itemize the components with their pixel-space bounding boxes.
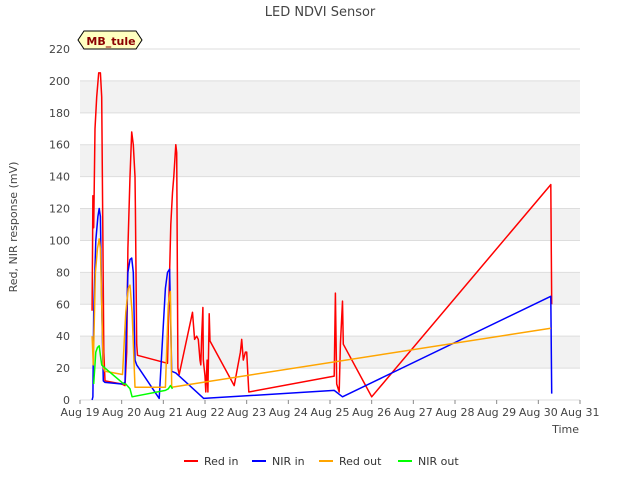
legend: Red in NIR in Red out NIR out (184, 455, 459, 468)
y-tick-label: 200 (49, 75, 70, 88)
legend-label-nir-out: NIR out (418, 455, 459, 468)
y-tick-label: 80 (56, 266, 70, 279)
grid (80, 48, 580, 401)
series-line-red-out (91, 238, 551, 388)
chart-title: LED NDVI Sensor (265, 5, 376, 20)
y-axis-label: Red, NIR response (mV) (7, 162, 20, 293)
plot-background (80, 49, 580, 400)
background-band (80, 80, 580, 113)
y-tick-label: 120 (49, 203, 70, 216)
x-tick-label: Aug 24 (269, 406, 308, 419)
background-band (80, 208, 580, 241)
y-tick-label: 180 (49, 107, 70, 120)
legend-label-red-out: Red out (339, 455, 382, 468)
y-tick-label: 0 (63, 394, 70, 407)
y-tick-label: 20 (56, 362, 70, 375)
x-tick-label: Aug 20 (102, 406, 141, 419)
x-tick-label: Aug 19 (61, 406, 100, 419)
x-tick-label: Aug 29 (477, 406, 516, 419)
background-band (80, 144, 580, 177)
x-tick-label: Aug 28 (436, 406, 475, 419)
x-tick-label: Aug 31 (561, 406, 600, 419)
y-tick-label: 60 (56, 298, 70, 311)
x-tick-label: Aug 21 (144, 406, 183, 419)
y-tick-label: 160 (49, 139, 70, 152)
series-line-nir-out (92, 345, 174, 398)
series-line-red-in (91, 72, 553, 398)
x-tick-label: Aug 30 (519, 406, 558, 419)
y-tick-label: 220 (49, 43, 70, 56)
legend-label-nir-in: NIR in (272, 455, 305, 468)
x-axis-label: Time (551, 423, 579, 436)
x-tick-label: Aug 25 (311, 406, 350, 419)
series-lines (91, 72, 553, 401)
y-tick-label: 140 (49, 171, 70, 184)
annotation-text: MB_tule (86, 35, 135, 48)
background-band (80, 272, 580, 305)
x-tick-label: Aug 23 (227, 406, 266, 419)
x-tick-label: Aug 26 (352, 406, 391, 419)
y-tick-label: 100 (49, 234, 70, 247)
annotation-box: MB_tule (77, 30, 143, 50)
x-tick-label: Aug 27 (394, 406, 433, 419)
legend-label-red-in: Red in (204, 455, 238, 468)
x-tick-label: Aug 22 (186, 406, 225, 419)
annotation-box-shape (77, 30, 143, 50)
series-line-nir-in (91, 207, 553, 401)
y-tick-label: 40 (56, 330, 70, 343)
